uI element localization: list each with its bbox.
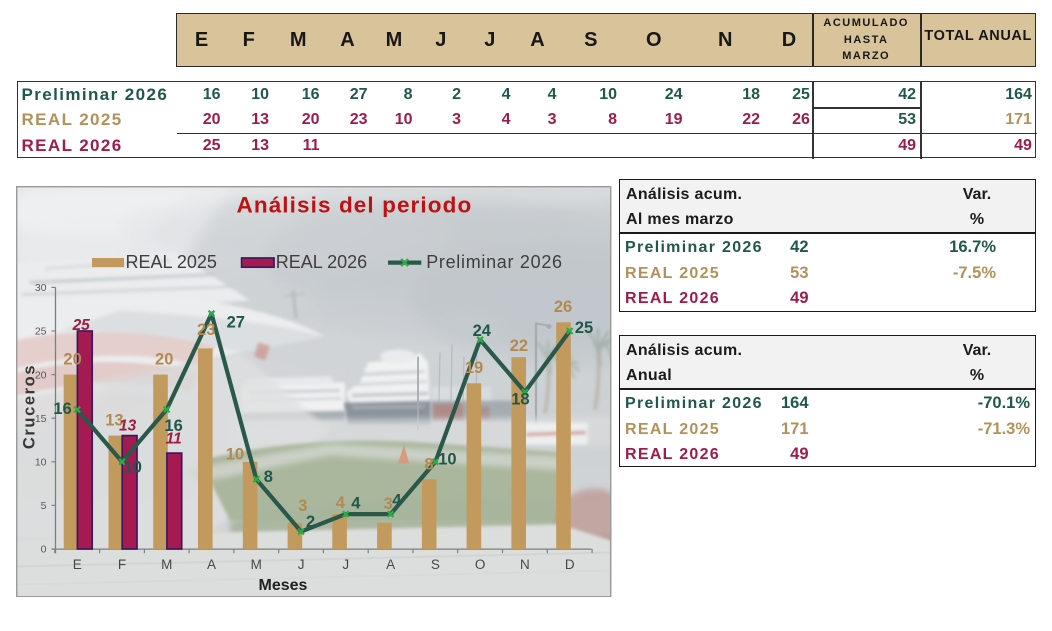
svg-text:0: 0	[41, 543, 47, 555]
svg-text:4: 4	[351, 494, 361, 512]
svg-text:10: 10	[35, 456, 47, 468]
svg-text:M: M	[161, 557, 172, 572]
svg-text:E: E	[73, 557, 82, 572]
svg-text:A: A	[386, 557, 395, 572]
svg-text:3: 3	[384, 495, 393, 513]
svg-text:20: 20	[63, 350, 81, 368]
svg-text:13: 13	[119, 417, 137, 434]
svg-text:J: J	[342, 557, 349, 572]
svg-text:25: 25	[575, 318, 593, 336]
svg-text:D: D	[565, 557, 575, 572]
svg-text:J: J	[298, 557, 305, 572]
svg-text:2: 2	[306, 513, 315, 531]
svg-text:A: A	[207, 557, 216, 572]
svg-text:REAL 2025: REAL 2025	[126, 252, 217, 272]
svg-text:18: 18	[511, 390, 529, 408]
svg-text:O: O	[475, 557, 486, 572]
svg-text:11: 11	[166, 430, 182, 447]
svg-text:20: 20	[155, 350, 173, 368]
svg-text:N: N	[520, 557, 530, 572]
svg-text:24: 24	[473, 321, 492, 339]
svg-text:26: 26	[554, 298, 572, 316]
svg-text:19: 19	[465, 359, 483, 377]
svg-text:13: 13	[105, 411, 123, 429]
svg-text:Preliminar 2026: Preliminar 2026	[426, 252, 563, 272]
svg-text:Meses: Meses	[259, 577, 308, 594]
svg-text:10: 10	[438, 450, 456, 468]
svg-text:16: 16	[53, 399, 71, 417]
svg-text:4: 4	[392, 491, 402, 509]
svg-text:M: M	[251, 557, 262, 572]
svg-text:22: 22	[510, 336, 528, 354]
svg-text:16: 16	[164, 417, 182, 435]
svg-text:10: 10	[226, 445, 244, 463]
svg-text:8: 8	[424, 455, 433, 473]
svg-text:4: 4	[336, 494, 346, 512]
svg-text:S: S	[431, 557, 440, 572]
svg-text:8: 8	[264, 467, 273, 485]
svg-text:5: 5	[41, 500, 47, 512]
svg-text:Cruceros: Cruceros	[21, 363, 39, 448]
svg-text:REAL 2026: REAL 2026	[276, 252, 367, 272]
svg-text:15: 15	[35, 412, 47, 424]
svg-text:25: 25	[35, 325, 47, 337]
svg-text:Análisis del periodo: Análisis del periodo	[237, 192, 473, 217]
svg-text:23: 23	[197, 321, 215, 339]
svg-text:27: 27	[227, 313, 245, 331]
svg-text:30: 30	[35, 282, 47, 294]
svg-text:20: 20	[35, 369, 47, 381]
svg-text:3: 3	[298, 497, 307, 515]
svg-text:F: F	[118, 557, 126, 572]
svg-text:25: 25	[72, 317, 91, 334]
svg-text:10: 10	[124, 458, 142, 476]
